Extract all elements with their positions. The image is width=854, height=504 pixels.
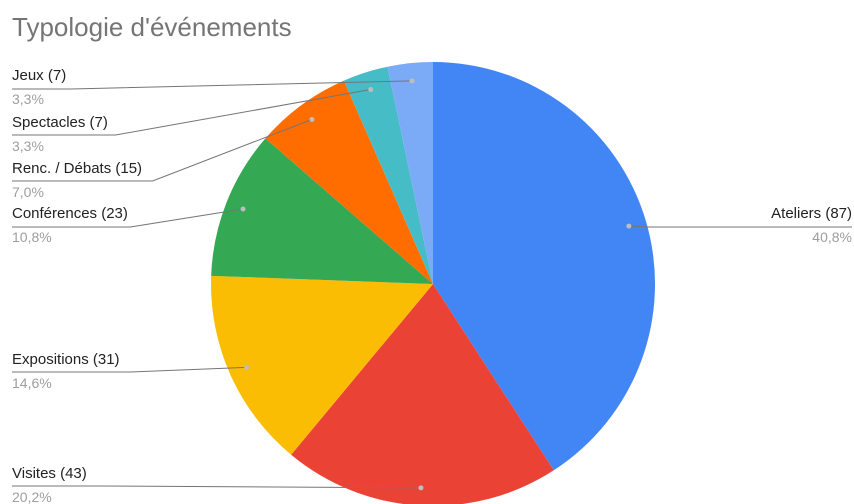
slice-percent-expositions: 14,6% xyxy=(12,375,52,391)
leader-dot-spectacles xyxy=(368,86,374,92)
pie-slice-visites xyxy=(291,284,554,504)
leader-dot-visites xyxy=(418,485,424,491)
pie-slice-jeux xyxy=(387,62,433,284)
slice-label-jeux: Jeux (7) xyxy=(12,67,66,84)
slice-label-conferences: Conférences (23) xyxy=(12,205,128,222)
leader-line-conferences xyxy=(12,208,244,228)
leader-dot-jeux xyxy=(409,78,415,84)
chart-title: Typologie d'événements xyxy=(12,12,292,42)
leader-dot-renc-debats xyxy=(309,116,315,122)
leader-dot-conferences xyxy=(240,206,246,212)
pie-slice-ateliers xyxy=(433,62,656,471)
slice-percent-spectacles: 3,3% xyxy=(12,138,44,154)
pie-slice-spectacles xyxy=(343,66,433,284)
slice-percent-ateliers: 40,8% xyxy=(812,229,852,245)
leader-line-expositions xyxy=(12,366,247,373)
leader-line-ateliers xyxy=(628,225,852,228)
slice-label-expositions: Expositions (31) xyxy=(12,351,120,368)
pie-slice-conferences xyxy=(211,138,433,284)
pie-slice-renc-debats xyxy=(265,80,433,284)
slice-percent-renc-debats: 7,0% xyxy=(12,184,44,200)
slice-label-ateliers: Ateliers (87) xyxy=(771,205,852,222)
slice-label-spectacles: Spectacles (7) xyxy=(12,114,108,131)
leader-dot-ateliers xyxy=(626,223,632,229)
leader-line-jeux xyxy=(12,80,412,90)
slice-label-renc-debats: Renc. / Débats (15) xyxy=(12,160,142,177)
slice-label-visites: Visites (43) xyxy=(12,465,87,482)
slice-percent-conferences: 10,8% xyxy=(12,229,52,245)
leader-dot-expositions xyxy=(244,364,250,370)
leader-line-renc-debats xyxy=(12,119,313,182)
leader-line-spectacles xyxy=(12,88,371,136)
slice-percent-visites: 20,2% xyxy=(12,489,52,504)
slice-percent-jeux: 3,3% xyxy=(12,91,44,107)
leader-line-visites xyxy=(12,485,421,489)
pie-slice-expositions xyxy=(210,275,433,455)
